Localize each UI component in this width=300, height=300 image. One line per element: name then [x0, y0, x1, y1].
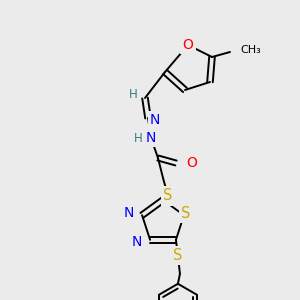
- Text: O: O: [186, 156, 197, 170]
- Text: H: H: [134, 131, 143, 145]
- Text: CH₃: CH₃: [240, 45, 261, 55]
- Text: N: N: [146, 131, 156, 145]
- Text: S: S: [163, 188, 173, 203]
- Text: H: H: [129, 88, 137, 101]
- Text: N: N: [124, 206, 134, 220]
- Text: N: N: [150, 113, 160, 127]
- Text: N: N: [132, 235, 142, 249]
- Text: S: S: [181, 206, 190, 221]
- Text: O: O: [183, 38, 194, 52]
- Text: S: S: [173, 248, 183, 263]
